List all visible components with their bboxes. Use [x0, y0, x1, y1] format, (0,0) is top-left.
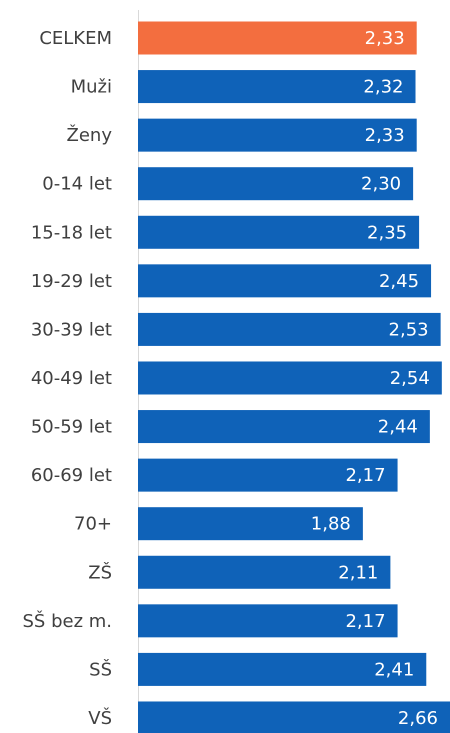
category-label: ZŠ	[88, 561, 112, 583]
category-label: 30-39 let	[31, 319, 112, 340]
bar	[138, 604, 398, 638]
value-label: 2,32	[363, 77, 403, 98]
category-label: 40-49 let	[31, 368, 112, 389]
value-label: 2,41	[374, 659, 414, 680]
category-label: SŠ bez m.	[23, 610, 113, 632]
bar	[138, 652, 427, 686]
value-label: 2,45	[379, 271, 419, 292]
category-label: 15-18 let	[31, 222, 112, 243]
category-label: VŠ	[88, 707, 112, 729]
value-label: 2,44	[378, 417, 418, 438]
bar	[138, 264, 432, 298]
value-label: 2,11	[338, 562, 378, 583]
value-label: 2,17	[345, 611, 385, 632]
category-label: 19-29 let	[31, 271, 112, 292]
value-label: 2,30	[361, 174, 401, 195]
category-label: 70+	[74, 514, 112, 535]
bar	[138, 70, 416, 104]
bar	[138, 21, 417, 55]
category-label: 50-59 let	[31, 417, 112, 438]
value-label: 2,33	[365, 28, 405, 49]
bar	[138, 312, 441, 346]
bar	[138, 458, 398, 492]
category-label: SŠ	[89, 658, 112, 680]
value-label: 2,35	[367, 222, 407, 243]
bar	[138, 167, 414, 201]
bar	[138, 118, 417, 152]
bar	[138, 361, 442, 395]
value-label: 2,33	[365, 125, 405, 146]
bar	[138, 215, 420, 249]
category-label: Muži	[71, 77, 112, 98]
bar	[138, 701, 450, 733]
value-label: 1,88	[311, 514, 351, 535]
value-label: 2,53	[389, 319, 429, 340]
value-label: 2,54	[390, 368, 430, 389]
category-label: 60-69 let	[31, 465, 112, 486]
category-label: CELKEM	[39, 28, 112, 49]
category-label: 0-14 let	[42, 174, 112, 195]
bar	[138, 507, 363, 541]
category-label: Ženy	[67, 124, 113, 146]
value-label: 2,17	[345, 465, 385, 486]
bar	[138, 555, 391, 589]
bar	[138, 410, 430, 444]
value-label: 2,66	[398, 708, 438, 729]
bars: 2,33 2,32 2,33 2,30 2,35 2,45 2,53 2,54 2,44 2,17…	[138, 21, 450, 733]
